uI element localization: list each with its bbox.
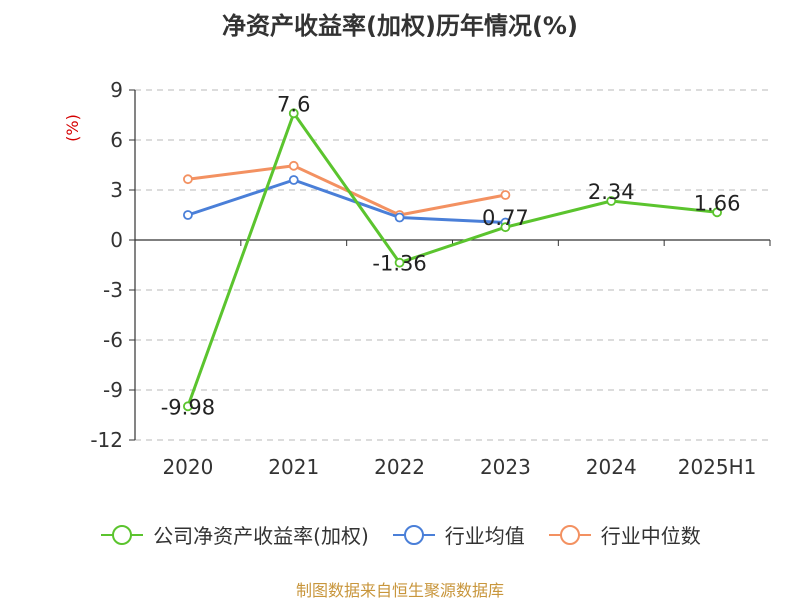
source-note: 制图数据来自恒生聚源数据库	[295, 581, 504, 600]
x-tick-label: 2023	[480, 455, 531, 479]
y-tick-label: -3	[103, 278, 123, 302]
legend-item: 行业均值	[391, 520, 525, 549]
data-label: 0.77	[482, 206, 529, 230]
y-tick-label: 3	[110, 178, 123, 202]
legend-swatch	[548, 524, 591, 545]
y-tick-label: 6	[110, 128, 123, 152]
data-point	[606, 196, 617, 206]
data-label: 1.66	[694, 191, 741, 215]
data-label: 2.34	[588, 180, 635, 204]
y-axis-unit-label: (%)	[63, 114, 82, 142]
data-point	[394, 212, 405, 223]
data-point	[394, 257, 405, 268]
legend-swatch	[101, 524, 144, 545]
data-point	[183, 210, 193, 220]
chart-title: 净资产收益率(加权)历年情况(%)	[222, 12, 578, 40]
data-point	[500, 222, 511, 233]
legend: 公司净资产收益率(加权) 行业均值 行业中位数	[0, 520, 800, 549]
series-line	[186, 111, 718, 407]
x-tick-label: 2025H1	[678, 455, 757, 479]
data-labels: -9.98 7.6 -1.36 0.77 2.34 1.66	[161, 92, 741, 419]
legend-label: 公司净资产收益率(加权)	[153, 524, 369, 548]
axes: 9 6 3 0 -3 -6 -9 -12 2020 2021 2022 2023 2024 2025H1	[90, 78, 771, 479]
data-point	[288, 175, 299, 185]
legend-label: 行业中位数	[600, 524, 701, 548]
data-point	[500, 190, 511, 200]
data-point	[288, 160, 299, 171]
x-tick-label: 2024	[586, 455, 637, 479]
legend-label: 行业均值	[444, 524, 525, 548]
y-tick-label: -6	[103, 328, 123, 352]
x-tick-label: 2021	[268, 455, 319, 479]
series-line	[187, 178, 506, 224]
y-tick-label: -12	[90, 428, 123, 452]
legend-item: 公司净资产收益率(加权)	[99, 520, 369, 549]
data-label: -1.36	[372, 252, 426, 276]
data-point	[288, 108, 299, 119]
series-lines	[183, 108, 722, 412]
data-point	[183, 174, 193, 185]
legend-item: 行业中位数	[547, 520, 701, 549]
grid-lines	[135, 89, 770, 441]
data-point	[183, 401, 193, 412]
data-point	[712, 207, 722, 218]
y-tick-label: 9	[110, 78, 123, 102]
y-tick-label: -9	[103, 378, 123, 402]
x-tick-label: 2022	[374, 455, 425, 479]
y-tick-label: 0	[110, 228, 123, 252]
data-label: 7.6	[277, 92, 310, 116]
x-tick-label: 2020	[162, 455, 213, 479]
data-label: -9.98	[161, 395, 215, 419]
legend-swatch	[392, 524, 435, 545]
